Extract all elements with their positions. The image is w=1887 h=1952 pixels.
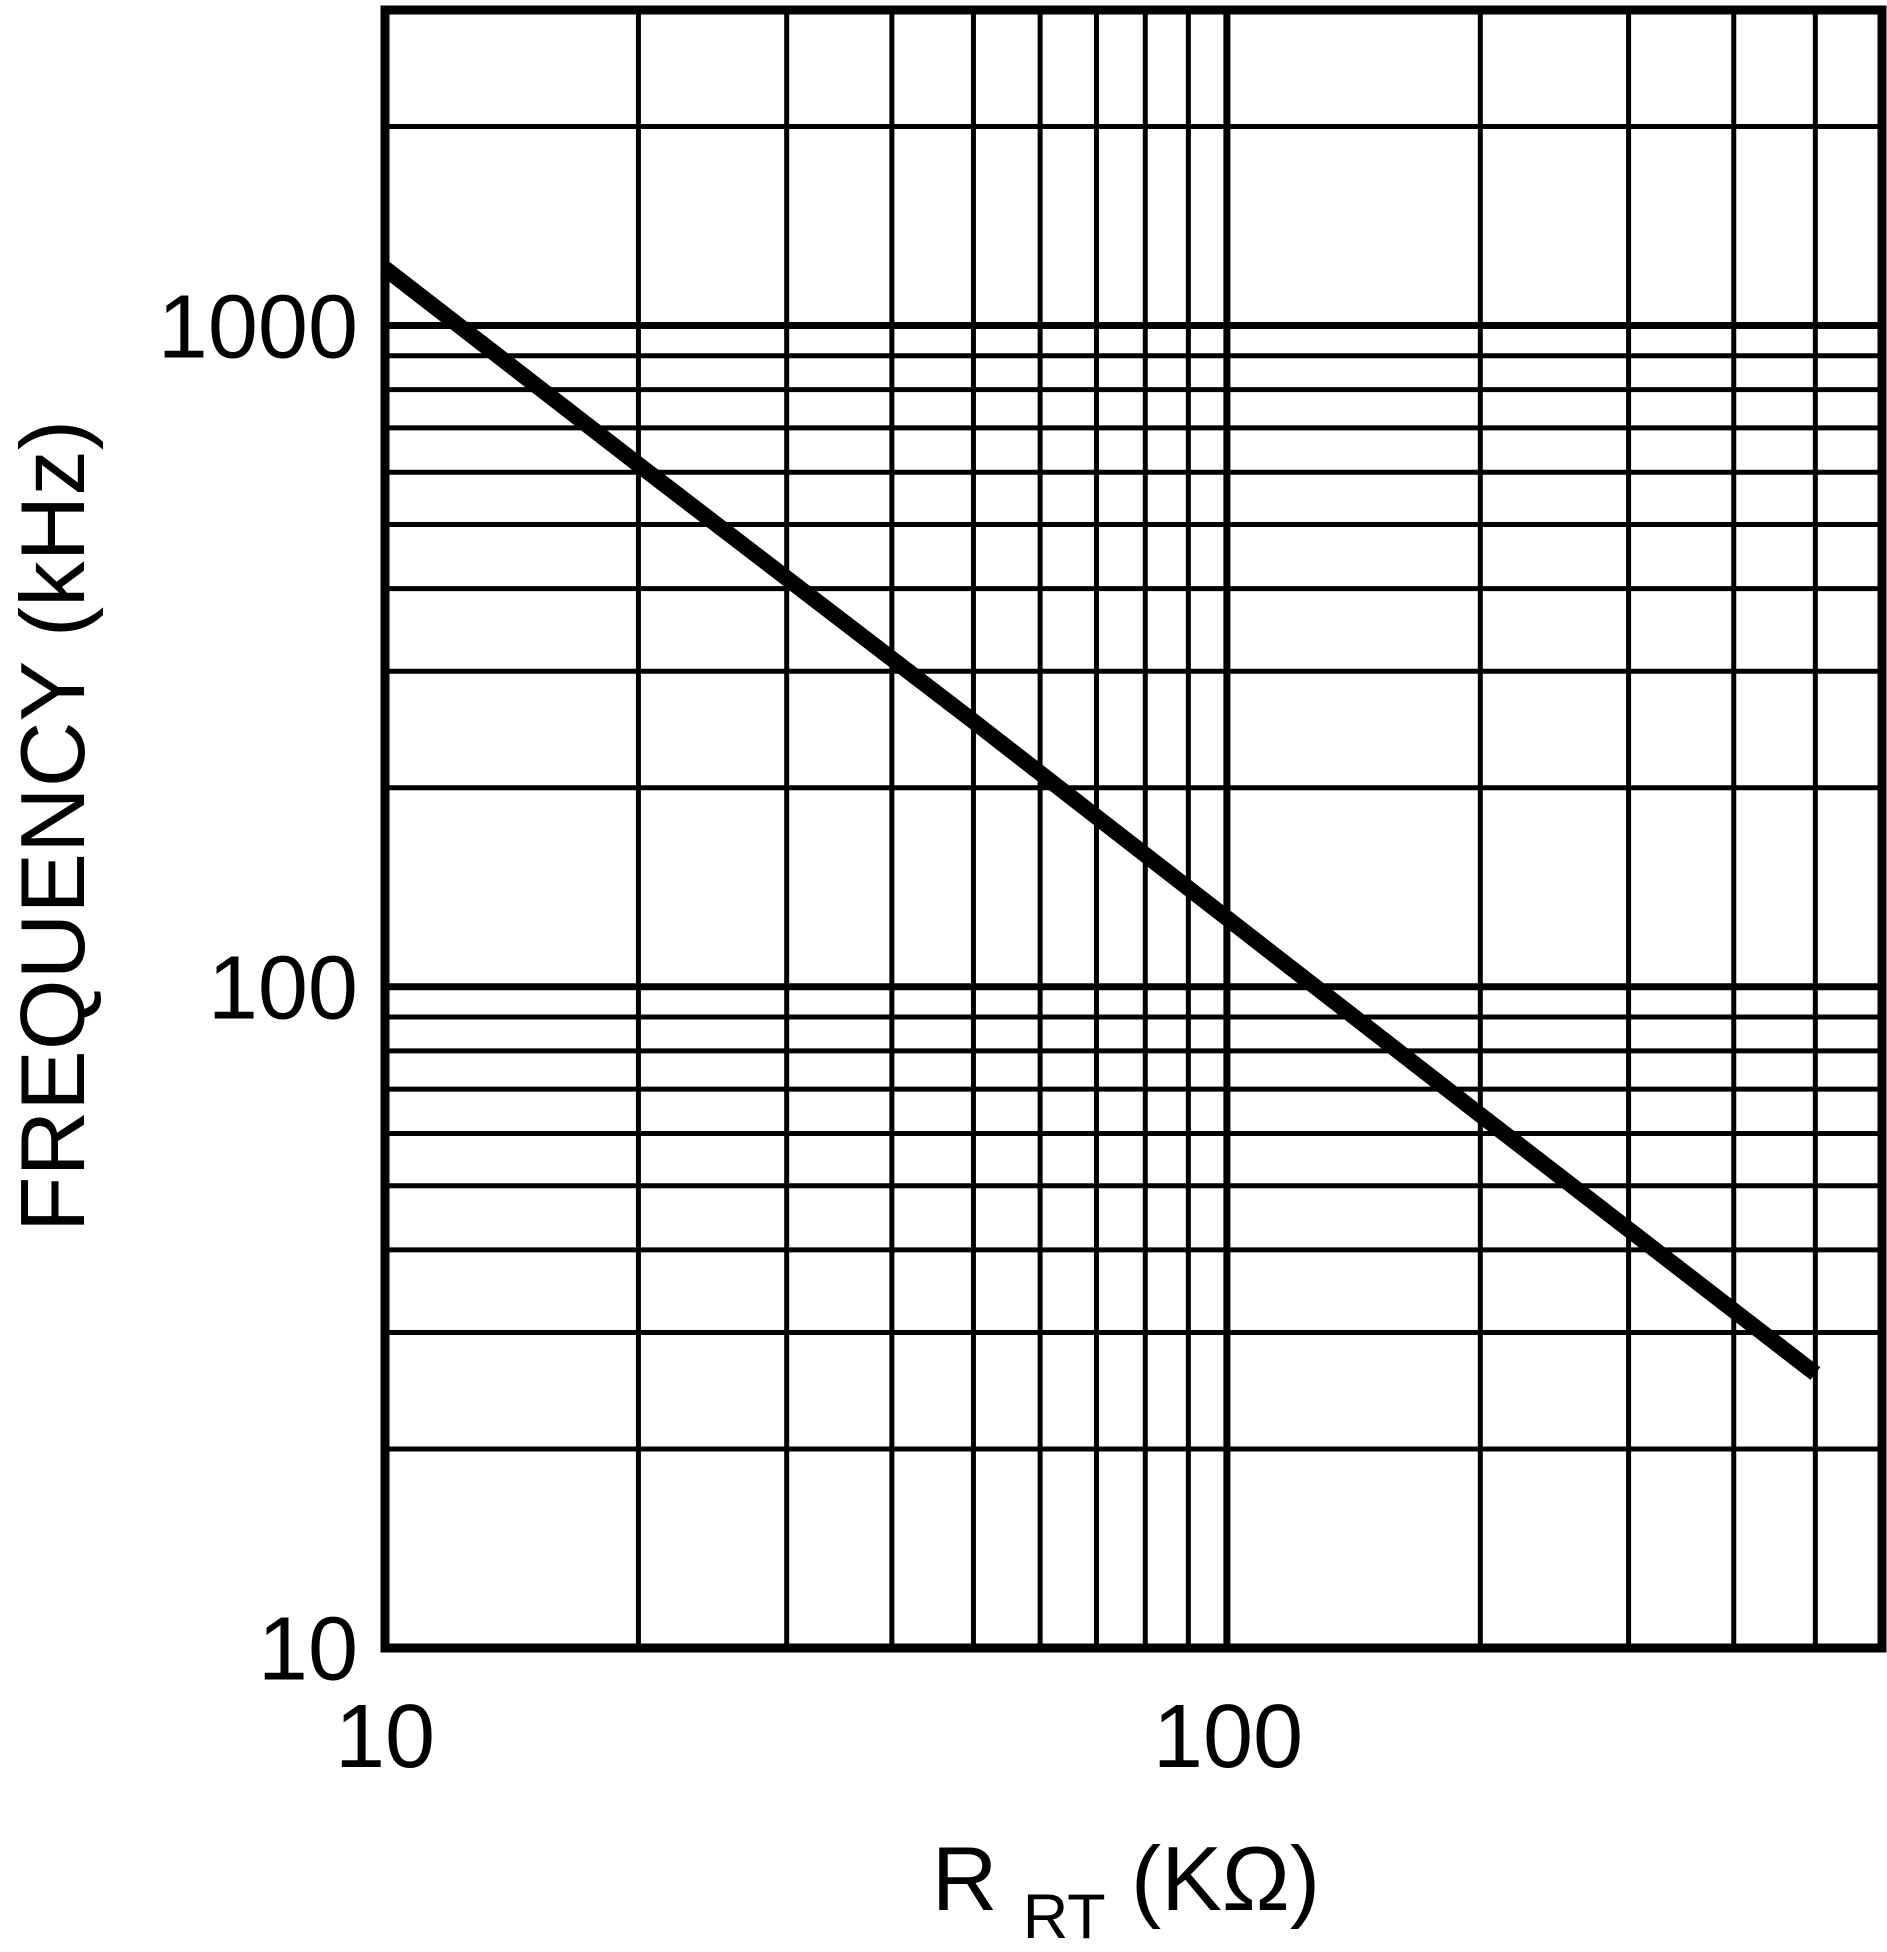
x-axis-title: R RT (KΩ) bbox=[932, 1829, 1321, 1952]
data-line bbox=[380, 262, 1821, 1380]
y-axis-title: FREQUENCY (kHz) bbox=[3, 420, 104, 1232]
x-tick-label-100: 100 bbox=[1153, 1687, 1303, 1787]
grid-layer bbox=[380, 5, 1887, 1653]
plot-border bbox=[380, 5, 1887, 1653]
x-axis-title-symbol: R bbox=[932, 1829, 998, 1930]
y-tick-label-1000: 1000 bbox=[158, 278, 358, 378]
x-axis-title-subscript: RT bbox=[1023, 1882, 1106, 1952]
y-tick-label-100: 100 bbox=[208, 939, 358, 1039]
y-tick-label-10: 10 bbox=[258, 1600, 358, 1700]
series-layer bbox=[380, 262, 1821, 1380]
x-tick-label-10: 10 bbox=[335, 1687, 435, 1787]
x-axis-title-unit: (KΩ) bbox=[1131, 1829, 1320, 1930]
